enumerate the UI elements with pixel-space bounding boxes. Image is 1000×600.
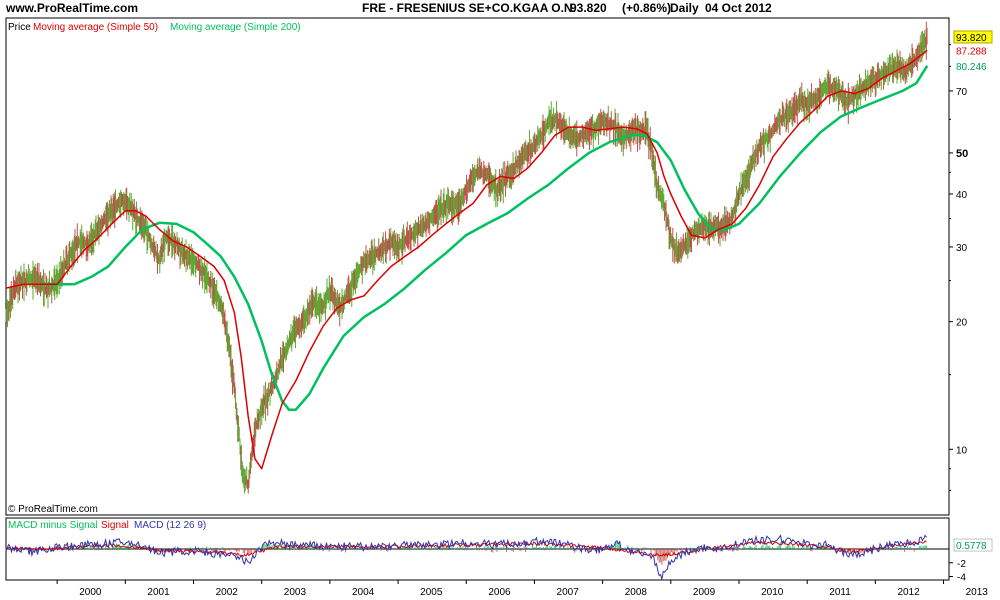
x-tick-label: 2008 — [625, 587, 648, 598]
ma200-line — [40, 65, 929, 411]
price-bars — [5, 21, 928, 494]
last-value-box — [954, 44, 992, 57]
macd-y-axis: -2 -4 0.5778 — [949, 538, 993, 584]
x-tick-label: 2002 — [216, 587, 239, 598]
last-value-box — [954, 59, 992, 72]
x-tick-label: 2004 — [352, 587, 375, 598]
last-value-box — [953, 30, 993, 44]
price-legend: Price Moving average (Simple 50) Moving … — [8, 22, 301, 33]
legend-macd: MACD (12 26 9) — [134, 520, 206, 531]
y-tick-label-10: 10 — [956, 445, 968, 456]
legend-signal: Signal — [101, 520, 129, 531]
last-value-labels: 93.820 87.288 80.246 — [953, 30, 993, 73]
macd-y-tick-label: -4 — [957, 573, 966, 584]
last-price: 93.820 — [570, 1, 607, 15]
legend-ma50: Moving average (Simple 50) — [33, 22, 158, 33]
period-label: Daily — [670, 1, 699, 15]
price-change: (+0.86%) — [622, 1, 672, 15]
x-tick-label: 2000 — [79, 587, 102, 598]
y-tick-label-30: 30 — [956, 243, 968, 254]
x-tick-label: 2005 — [420, 587, 443, 598]
y-tick-label-70: 70 — [956, 87, 968, 98]
last-value-label: 87.288 — [956, 46, 987, 57]
x-tick-label: 2006 — [488, 587, 511, 598]
x-tick-label: 2009 — [693, 587, 716, 598]
macd-series-layer — [5, 534, 949, 580]
ma50-line — [5, 49, 928, 470]
x-tick-label: 2010 — [761, 587, 784, 598]
instrument-name: FRE - FRESENIUS SE+CO.KGAA O.N. — [362, 1, 576, 15]
macd-y-tick-label: -2 — [957, 559, 966, 570]
x-tick-label: 2011 — [829, 587, 851, 598]
site-title: www.ProRealTime.com — [6, 1, 139, 15]
price-y-axis: 10 20 30 40 50 70 — [949, 44, 968, 491]
x-tick-label: 2013 — [966, 587, 989, 598]
macd-line — [5, 534, 927, 580]
x-tick-label: 2001 — [147, 587, 170, 598]
y-tick-label-20: 20 — [956, 318, 968, 329]
legend-macd-hist: MACD minus Signal — [8, 520, 97, 531]
price-series-layer — [5, 21, 929, 494]
last-value-label: 80.246 — [956, 62, 987, 73]
legend-price: Price — [8, 22, 31, 33]
x-tick-label: 2003 — [284, 587, 307, 598]
macd-legend: MACD minus Signal Signal MACD (12 26 9) — [8, 520, 206, 531]
y-tick-label-40: 40 — [956, 190, 968, 201]
y-tick-label-50: 50 — [956, 148, 968, 160]
legend-ma200: Moving average (Simple 200) — [170, 22, 301, 33]
date-label: 04 Oct 2012 — [705, 1, 772, 15]
copyright-note: © ProRealTime.com — [8, 504, 98, 515]
x-tick-label: 2012 — [897, 587, 920, 598]
macd-last-value-box — [953, 538, 993, 552]
x-axis: 2000 2001 2002 2003 2004 2005 2006 2007 2008 2009… — [56, 580, 989, 598]
x-tick-label: 2007 — [557, 587, 580, 598]
last-value-label: 93.820 — [956, 33, 987, 44]
macd-last-value-label: 0.5778 — [956, 541, 987, 552]
